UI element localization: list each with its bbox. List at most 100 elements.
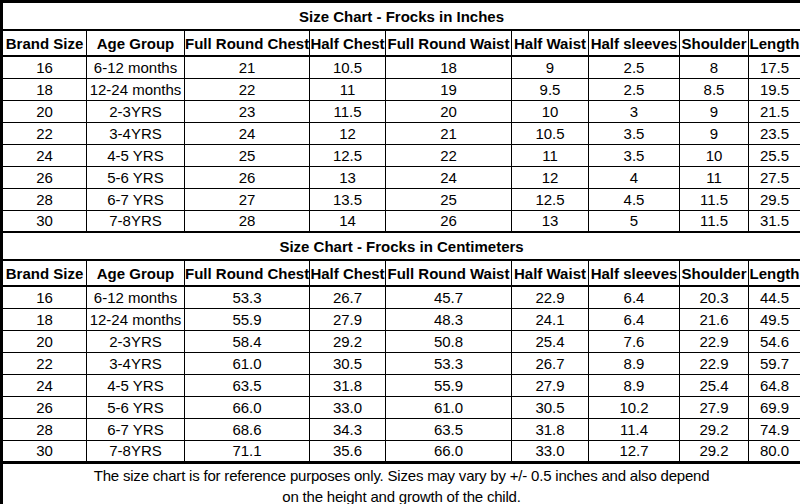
size-chart-table: Size Chart - Frocks in Inches Brand Size… bbox=[0, 0, 800, 504]
cell: 12 bbox=[512, 166, 589, 188]
cell: 55.9 bbox=[386, 374, 512, 396]
column-header-brand-size: Brand Size bbox=[2, 30, 87, 56]
cell: 26 bbox=[386, 210, 512, 232]
cell: 12-24 months bbox=[87, 308, 185, 330]
cell: 10 bbox=[680, 144, 749, 166]
column-header-age-group: Age Group bbox=[87, 30, 185, 56]
cell: 50.8 bbox=[386, 330, 512, 352]
cell: 11 bbox=[512, 144, 589, 166]
cell: 7.6 bbox=[589, 330, 680, 352]
cell: 13.5 bbox=[310, 188, 386, 210]
cell: 9.5 bbox=[512, 78, 589, 100]
cell: 22 bbox=[386, 144, 512, 166]
title-row-cm: Size Chart - Frocks in Centimeters bbox=[2, 232, 800, 260]
cell: 26 bbox=[185, 166, 310, 188]
column-header-half-sleeves: Half sleeves bbox=[589, 30, 680, 56]
cell: 20 bbox=[2, 100, 87, 122]
table-row: 265-6 YRS2613241241127.5 bbox=[2, 166, 800, 188]
table-row: 307-8YRS71.135.666.033.012.729.280.0 bbox=[2, 440, 800, 462]
table-title-cm: Size Chart - Frocks in Centimeters bbox=[2, 232, 800, 260]
cell: 54.6 bbox=[749, 330, 800, 352]
cell: 3.5 bbox=[589, 144, 680, 166]
inches-table-body: 166-12 months2110.51892.5817.51812-24 mo… bbox=[2, 56, 800, 232]
cell: 31.5 bbox=[749, 210, 800, 232]
table-row: 307-8YRS28142613511.531.5 bbox=[2, 210, 800, 232]
cell: 58.4 bbox=[185, 330, 310, 352]
table-row: 223-4YRS61.030.553.326.78.922.959.7 bbox=[2, 352, 800, 374]
cell: 4.5 bbox=[589, 188, 680, 210]
cell: 6.4 bbox=[589, 286, 680, 308]
cell: 45.7 bbox=[386, 286, 512, 308]
cell: 11.4 bbox=[589, 418, 680, 440]
cell: 3-4YRS bbox=[87, 352, 185, 374]
cell: 69.9 bbox=[749, 396, 800, 418]
cell: 9 bbox=[680, 122, 749, 144]
cell: 2.5 bbox=[589, 78, 680, 100]
cell: 21 bbox=[386, 122, 512, 144]
cell: 22.9 bbox=[680, 352, 749, 374]
cell: 9 bbox=[680, 100, 749, 122]
cell: 16 bbox=[2, 286, 87, 308]
cell: 6-12 months bbox=[87, 56, 185, 78]
cell: 25 bbox=[386, 188, 512, 210]
cell: 6-7 YRS bbox=[87, 188, 185, 210]
column-header-half-chest: Half Chest bbox=[310, 30, 386, 56]
cell: 20 bbox=[2, 330, 87, 352]
cell: 30.5 bbox=[310, 352, 386, 374]
cell: 12-24 months bbox=[87, 78, 185, 100]
cell: 11.5 bbox=[680, 210, 749, 232]
cell: 25.4 bbox=[680, 374, 749, 396]
cell: 10.5 bbox=[310, 56, 386, 78]
cell: 8.5 bbox=[680, 78, 749, 100]
column-header-half-waist: Half Waist bbox=[512, 260, 589, 286]
cell: 13 bbox=[512, 210, 589, 232]
cell: 26 bbox=[2, 166, 87, 188]
cell: 24 bbox=[185, 122, 310, 144]
cell: 34.3 bbox=[310, 418, 386, 440]
cell: 26.7 bbox=[512, 352, 589, 374]
cell: 4-5 YRS bbox=[87, 144, 185, 166]
column-header-length: Length bbox=[749, 30, 800, 56]
cell: 25 bbox=[185, 144, 310, 166]
cell: 44.5 bbox=[749, 286, 800, 308]
cell: 3-4YRS bbox=[87, 122, 185, 144]
cm-table-body: 166-12 months53.326.745.722.96.420.344.5… bbox=[2, 286, 800, 462]
header-row-inches: Brand Size Age Group Full Round Chest Ha… bbox=[2, 30, 800, 56]
cell: 19.5 bbox=[749, 78, 800, 100]
table-row: 1812-24 months55.927.948.324.16.421.649.… bbox=[2, 308, 800, 330]
cell: 68.6 bbox=[185, 418, 310, 440]
cell: 28 bbox=[2, 188, 87, 210]
cell: 6.4 bbox=[589, 308, 680, 330]
cell: 63.5 bbox=[386, 418, 512, 440]
cell: 63.5 bbox=[185, 374, 310, 396]
cell: 17.5 bbox=[749, 56, 800, 78]
cell: 53.3 bbox=[386, 352, 512, 374]
cell: 80.0 bbox=[749, 440, 800, 462]
cell: 2-3YRS bbox=[87, 100, 185, 122]
footer-section: The size chart is for reference purposes… bbox=[2, 462, 800, 504]
cell: 20.3 bbox=[680, 286, 749, 308]
cell: 27 bbox=[185, 188, 310, 210]
cell: 66.0 bbox=[185, 396, 310, 418]
cell: 24.1 bbox=[512, 308, 589, 330]
cell: 10 bbox=[512, 100, 589, 122]
cell: 29.2 bbox=[680, 440, 749, 462]
column-header-full-round-chest: Full Round Chest bbox=[185, 260, 310, 286]
cell: 11 bbox=[680, 166, 749, 188]
cell: 55.9 bbox=[185, 308, 310, 330]
cell: 13 bbox=[310, 166, 386, 188]
footer-note-line2: on the height and growth of the child. bbox=[3, 486, 800, 504]
cell: 27.9 bbox=[310, 308, 386, 330]
cell: 27.9 bbox=[512, 374, 589, 396]
cell: 6-12 months bbox=[87, 286, 185, 308]
cell: 35.6 bbox=[310, 440, 386, 462]
cell: 21.5 bbox=[749, 100, 800, 122]
cell: 12.7 bbox=[589, 440, 680, 462]
cell: 25.4 bbox=[512, 330, 589, 352]
cell: 5 bbox=[589, 210, 680, 232]
column-header-half-chest: Half Chest bbox=[310, 260, 386, 286]
cell: 31.8 bbox=[310, 374, 386, 396]
cell: 2.5 bbox=[589, 56, 680, 78]
cell: 21.6 bbox=[680, 308, 749, 330]
cell: 66.0 bbox=[386, 440, 512, 462]
